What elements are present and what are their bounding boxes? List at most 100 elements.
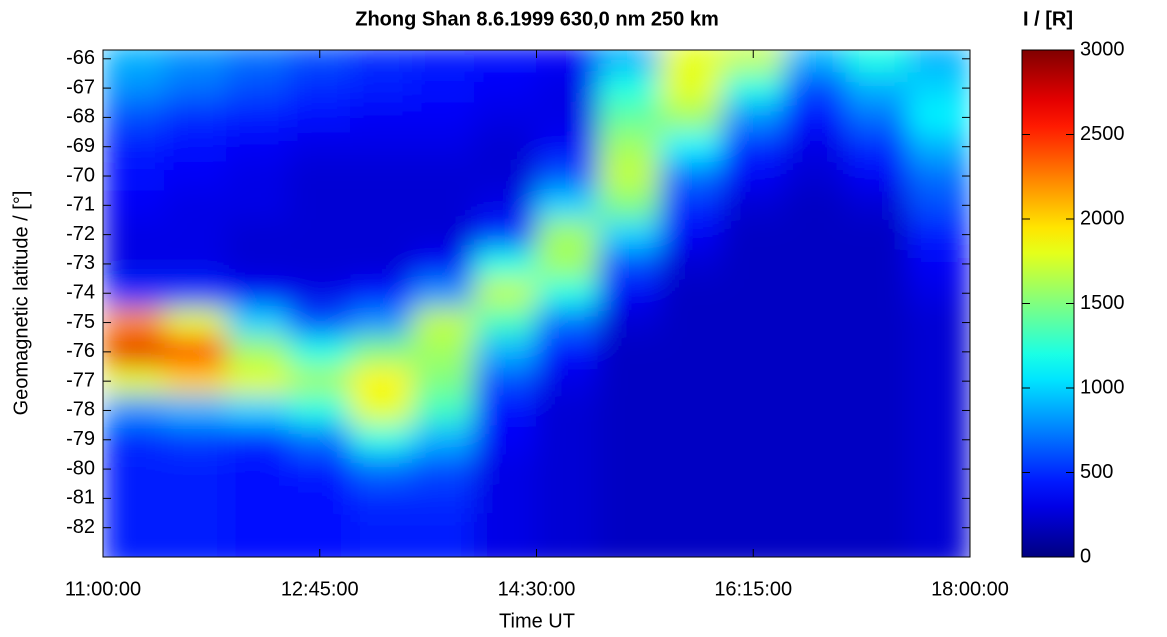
heatmap-cell bbox=[907, 512, 970, 543]
heatmap-cell bbox=[103, 219, 166, 250]
heatmap-cell bbox=[412, 102, 476, 133]
heatmap-cell bbox=[845, 307, 909, 338]
heatmap-cell bbox=[536, 131, 599, 162]
heatmap-cell bbox=[350, 512, 414, 543]
heatmap-cell bbox=[659, 366, 723, 397]
heatmap-cell bbox=[536, 307, 599, 338]
heatmap-cell bbox=[659, 219, 723, 250]
heatmap-cell bbox=[721, 160, 785, 192]
colorbar-tick-label: 3000 bbox=[1080, 38, 1125, 60]
heatmap-cell bbox=[474, 50, 537, 74]
y-axis-label: Geomagnetic latitude / [°] bbox=[10, 191, 32, 416]
heatmap-cell bbox=[288, 72, 352, 104]
y-tick-label: -73 bbox=[66, 252, 95, 274]
heatmap-cell bbox=[226, 278, 290, 309]
heatmap-cell bbox=[412, 190, 476, 221]
heatmap-cell bbox=[907, 50, 970, 74]
heatmap-cell bbox=[845, 366, 909, 397]
heatmap-cell bbox=[164, 219, 228, 250]
heatmap-cell bbox=[474, 131, 537, 162]
heatmap-cell bbox=[474, 160, 537, 192]
y-tick-label: -72 bbox=[66, 223, 95, 245]
heatmap-cell bbox=[907, 307, 970, 338]
x-tick-label: 14:30:00 bbox=[498, 578, 576, 600]
heatmap-cell bbox=[659, 307, 723, 338]
heatmap-cell bbox=[412, 336, 476, 368]
heatmap-cell bbox=[721, 219, 785, 250]
heatmap-cell bbox=[783, 483, 847, 514]
heatmap-cell bbox=[721, 131, 785, 162]
heatmap-cell bbox=[288, 50, 352, 74]
heatmap-cell bbox=[226, 190, 290, 221]
heatmap-cell bbox=[721, 424, 785, 455]
heatmap-cell bbox=[597, 483, 661, 514]
heatmap-cell bbox=[164, 72, 228, 104]
heatmap-cell bbox=[412, 453, 476, 485]
heatmap-cell bbox=[783, 102, 847, 133]
heatmap-cell bbox=[659, 131, 723, 162]
heatmap-cell bbox=[845, 50, 909, 74]
heatmap-cell bbox=[845, 160, 909, 192]
heatmap-cell bbox=[350, 72, 414, 104]
heatmap-cell bbox=[907, 336, 970, 368]
heatmap-cell bbox=[474, 219, 537, 250]
heatmap-cell bbox=[350, 541, 414, 557]
heatmap-cell bbox=[659, 483, 723, 514]
heatmap-cell bbox=[412, 424, 476, 455]
heatmap-cell bbox=[536, 424, 599, 455]
heatmap-cell bbox=[164, 366, 228, 397]
heatmap-cell bbox=[412, 160, 476, 192]
x-tick-label: 12:45:00 bbox=[281, 578, 359, 600]
heatmap-cell bbox=[721, 50, 785, 74]
x-tick-label: 18:00:00 bbox=[931, 578, 1009, 600]
heatmap-cell bbox=[226, 541, 290, 557]
heatmap-cell bbox=[350, 219, 414, 250]
heatmap-cell bbox=[845, 453, 909, 485]
heatmap-cell bbox=[783, 336, 847, 368]
heatmap-cell bbox=[783, 160, 847, 192]
heatmap-cell bbox=[721, 248, 785, 280]
heatmap-cell bbox=[536, 72, 599, 104]
heatmap-cell bbox=[164, 395, 228, 426]
y-tick-label: -80 bbox=[66, 457, 95, 479]
heatmap-cell bbox=[597, 102, 661, 133]
heatmap-cell bbox=[474, 483, 537, 514]
heatmap-cell bbox=[226, 512, 290, 543]
y-tick-label: -71 bbox=[66, 194, 95, 216]
heatmap-cell bbox=[350, 50, 414, 74]
heatmap-cell bbox=[907, 453, 970, 485]
heatmap-cell bbox=[597, 336, 661, 368]
heatmap-cell bbox=[597, 278, 661, 309]
heatmap-cell bbox=[536, 190, 599, 221]
heatmap-cell bbox=[164, 512, 228, 543]
heatmap-cell bbox=[597, 453, 661, 485]
heatmap-cell bbox=[474, 366, 537, 397]
heatmap-cell bbox=[288, 336, 352, 368]
colorbar-tick-label: 0 bbox=[1080, 545, 1091, 567]
heatmap-cell bbox=[536, 336, 599, 368]
heatmap-cell bbox=[536, 541, 599, 557]
heatmap-cell bbox=[783, 541, 847, 557]
heatmap-cell bbox=[474, 512, 537, 543]
heatmap-cell bbox=[412, 72, 476, 104]
heatmap-cell bbox=[597, 366, 661, 397]
heatmap-cell bbox=[536, 453, 599, 485]
heatmap-cell bbox=[721, 512, 785, 543]
heatmap-cell bbox=[164, 453, 228, 485]
heatmap-cell bbox=[164, 307, 228, 338]
heatmap-cell bbox=[845, 102, 909, 133]
heatmap-cell bbox=[350, 307, 414, 338]
heatmap-cell bbox=[103, 483, 166, 514]
heatmap-cell bbox=[288, 366, 352, 397]
heatmap-cell bbox=[288, 131, 352, 162]
heatmap-cell bbox=[659, 190, 723, 221]
heatmap-cell bbox=[845, 219, 909, 250]
heatmap-cell bbox=[288, 278, 352, 309]
heatmap-cell bbox=[226, 307, 290, 338]
heatmap-cell bbox=[412, 248, 476, 280]
heatmap-cell bbox=[659, 424, 723, 455]
heatmap-cell bbox=[659, 72, 723, 104]
heatmap-cell bbox=[783, 190, 847, 221]
heatmap-cell bbox=[474, 453, 537, 485]
heatmap-cell bbox=[164, 50, 228, 74]
